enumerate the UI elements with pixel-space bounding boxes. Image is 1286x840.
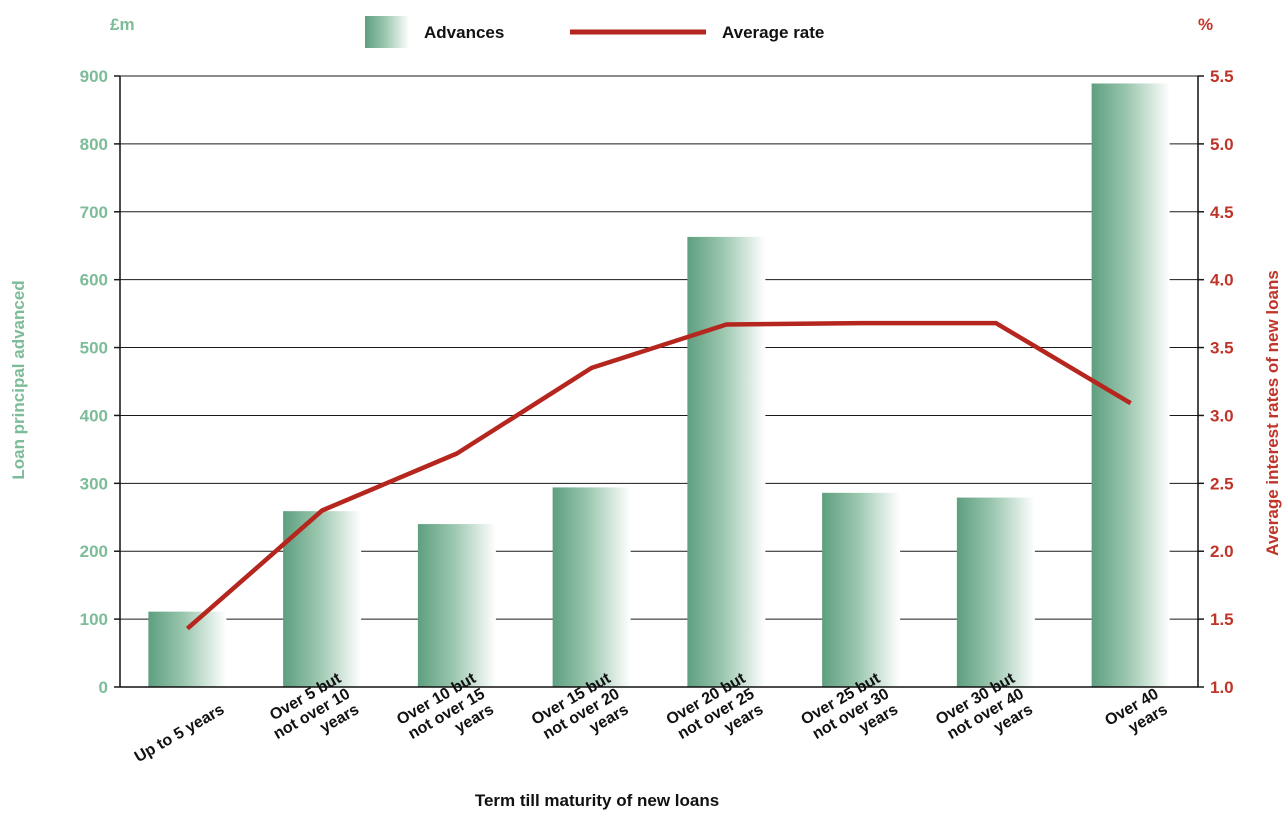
bar-advances <box>687 236 766 687</box>
right-axis-title: Average interest rates of new loans <box>1263 270 1282 556</box>
right-tick-label: 1.5 <box>1210 610 1234 629</box>
axes <box>114 75 1204 688</box>
left-tick-label: 400 <box>80 406 108 425</box>
right-tick-label: 5.5 <box>1210 67 1234 86</box>
legend-swatch-advances <box>365 16 409 48</box>
bar-advances <box>148 611 227 687</box>
right-tick-label: 4.0 <box>1210 271 1234 290</box>
left-tick-label: 100 <box>80 610 108 629</box>
right-axis-unit: % <box>1198 15 1213 34</box>
x-axis-title: Term till maturity of new loans <box>475 791 719 810</box>
right-tick-labels: 1.0 1.5 2.0 2.5 3.0 3.5 4.0 4.5 5.0 5.5 <box>1210 67 1234 697</box>
left-tick-label: 200 <box>80 542 108 561</box>
left-axis-title: Loan principal advanced <box>9 280 28 479</box>
right-tick-label: 1.0 <box>1210 678 1234 697</box>
legend-label-average-rate: Average rate <box>722 23 824 42</box>
left-tick-label: 900 <box>80 67 108 86</box>
left-axis-unit: £m <box>110 15 135 34</box>
rate-line <box>185 320 1132 631</box>
bar-advances <box>822 492 901 687</box>
category-label: Up to 5 years <box>132 701 228 766</box>
bar-advances <box>283 511 362 687</box>
left-tick-label: 700 <box>80 203 108 222</box>
bar-advances <box>552 487 631 687</box>
legend: Advances Average rate <box>365 16 824 48</box>
bars <box>148 83 1170 688</box>
category-label: Over 40years <box>1102 685 1170 745</box>
left-tick-label: 600 <box>80 271 108 290</box>
left-tick-label: 300 <box>80 474 108 493</box>
legend-label-advances: Advances <box>424 23 504 42</box>
right-tick-label: 3.5 <box>1210 339 1234 358</box>
right-tick-label: 2.0 <box>1210 542 1234 561</box>
right-tick-label: 2.5 <box>1210 474 1234 493</box>
left-tick-label: 0 <box>99 678 108 697</box>
right-tick-label: 5.0 <box>1210 135 1234 154</box>
right-tick-label: 3.0 <box>1210 406 1234 425</box>
left-tick-labels: 0 100 200 300 400 500 600 700 800 900 <box>80 67 108 697</box>
left-tick-label: 800 <box>80 135 108 154</box>
line-average-rate <box>185 320 1132 631</box>
left-tick-label: 500 <box>80 339 108 358</box>
bar-advances <box>956 497 1035 687</box>
right-tick-label: 4.5 <box>1210 203 1234 222</box>
bar-advances <box>417 524 496 687</box>
